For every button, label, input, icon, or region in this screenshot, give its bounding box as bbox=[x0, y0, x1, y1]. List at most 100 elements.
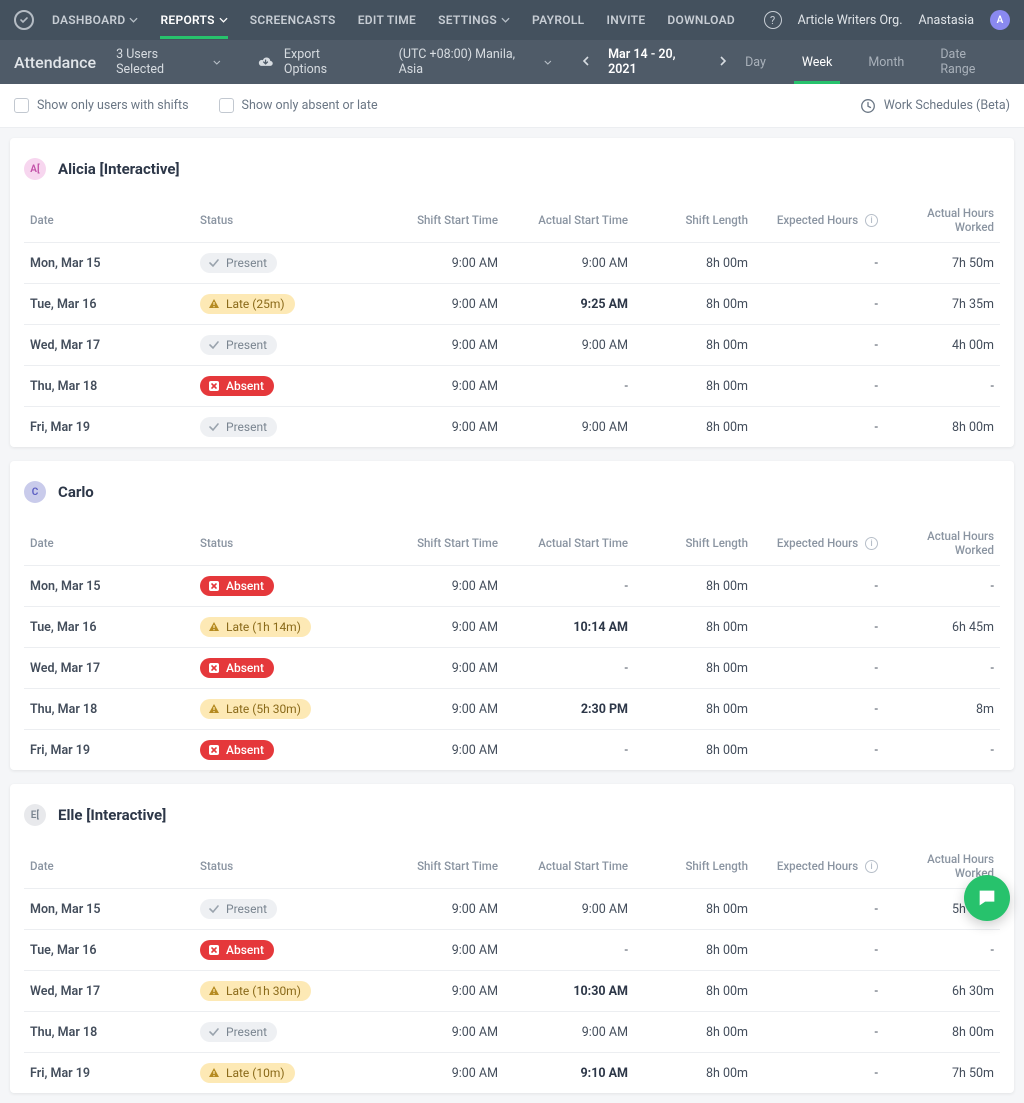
cell-expected: - bbox=[754, 284, 884, 325]
table-row: Fri, Mar 19Late (10m)9:00 AM9:10 AM8h 00… bbox=[24, 1053, 1000, 1094]
cell-date: Fri, Mar 19 bbox=[24, 407, 194, 448]
table-row: Thu, Mar 18Late (5h 30m)9:00 AM2:30 PM8h… bbox=[24, 689, 1000, 730]
nav-item-label: DASHBOARD bbox=[52, 13, 125, 27]
nav-item-reports[interactable]: REPORTS bbox=[160, 13, 227, 27]
table-row: Tue, Mar 16Late (1h 14m)9:00 AM10:14 AM8… bbox=[24, 607, 1000, 648]
cell-shift-start: 9:00 AM bbox=[374, 1012, 504, 1053]
cell-shift-length: 8h 00m bbox=[634, 243, 754, 284]
nav-item-payroll[interactable]: PAYROLL bbox=[532, 13, 584, 27]
page-title: Attendance bbox=[14, 53, 96, 72]
work-schedules-label: Work Schedules (Beta) bbox=[884, 98, 1010, 113]
tab-month[interactable]: Month bbox=[850, 40, 922, 84]
cell-status: Late (5h 30m) bbox=[194, 689, 374, 730]
col-date: Date bbox=[24, 521, 194, 566]
cell-actual-worked: - bbox=[884, 566, 1000, 607]
tab-week[interactable]: Week bbox=[784, 40, 851, 84]
cell-expected: - bbox=[754, 689, 884, 730]
cell-actual-worked: 7h 50m bbox=[884, 243, 1000, 284]
cell-shift-start: 9:00 AM bbox=[374, 730, 504, 771]
col-status: Status bbox=[194, 844, 374, 889]
org-name[interactable]: Article Writers Org. bbox=[798, 13, 903, 28]
cell-shift-length: 8h 00m bbox=[634, 889, 754, 930]
cell-shift-start: 9:00 AM bbox=[374, 689, 504, 730]
status-icon bbox=[208, 421, 220, 433]
table-row: Wed, Mar 17Present9:00 AM9:00 AM8h 00m-4… bbox=[24, 325, 1000, 366]
nav-item-download[interactable]: DOWNLOAD bbox=[667, 13, 735, 27]
cell-actual-start: 9:10 AM bbox=[504, 1053, 634, 1094]
info-icon[interactable]: i bbox=[865, 537, 878, 550]
chevron-down-icon bbox=[213, 60, 221, 65]
export-options-button[interactable]: Export Options bbox=[257, 47, 363, 77]
cell-shift-start: 9:00 AM bbox=[374, 648, 504, 689]
nav-item-screencasts[interactable]: SCREENCASTS bbox=[250, 13, 336, 27]
cell-shift-start: 9:00 AM bbox=[374, 971, 504, 1012]
cell-date: Mon, Mar 15 bbox=[24, 243, 194, 284]
table-row: Tue, Mar 16Late (25m)9:00 AM9:25 AM8h 00… bbox=[24, 284, 1000, 325]
nav-right: ? Article Writers Org. Anastasia A bbox=[764, 10, 1010, 30]
status-icon bbox=[208, 662, 220, 674]
cell-shift-length: 8h 00m bbox=[634, 689, 754, 730]
nav-item-edit-time[interactable]: EDIT TIME bbox=[358, 13, 416, 27]
users-selected-dropdown[interactable]: 3 Users Selected bbox=[116, 47, 221, 77]
nav-item-invite[interactable]: INVITE bbox=[606, 13, 645, 27]
status-badge: Absent bbox=[200, 658, 274, 678]
next-date-button[interactable] bbox=[719, 55, 727, 70]
user-avatar[interactable]: A bbox=[990, 10, 1010, 30]
status-badge: Late (25m) bbox=[200, 294, 295, 314]
cell-shift-length: 8h 00m bbox=[634, 566, 754, 607]
status-label: Present bbox=[226, 338, 267, 352]
work-schedules-link[interactable]: Work Schedules (Beta) bbox=[860, 98, 1010, 114]
status-icon bbox=[208, 298, 220, 310]
cell-date: Fri, Mar 19 bbox=[24, 730, 194, 771]
cell-date: Wed, Mar 17 bbox=[24, 971, 194, 1012]
export-label: Export Options bbox=[284, 47, 363, 77]
cell-status: Absent bbox=[194, 648, 374, 689]
cell-actual-worked: - bbox=[884, 366, 1000, 407]
tab-day[interactable]: Day bbox=[727, 40, 784, 84]
date-range-label[interactable]: Mar 14 - 20, 2021 bbox=[608, 47, 701, 77]
status-badge: Late (1h 14m) bbox=[200, 617, 311, 637]
nav-items: DASHBOARD REPORTS SCREENCASTS EDIT TIME SETT… bbox=[52, 13, 735, 27]
cell-expected: - bbox=[754, 607, 884, 648]
cell-expected: - bbox=[754, 407, 884, 448]
info-icon[interactable]: i bbox=[865, 214, 878, 227]
status-badge: Late (5h 30m) bbox=[200, 699, 311, 719]
cell-date: Thu, Mar 18 bbox=[24, 689, 194, 730]
checkbox-only-shifts[interactable]: Show only users with shifts bbox=[14, 98, 189, 113]
status-icon bbox=[208, 621, 220, 633]
timezone-dropdown[interactable]: (UTC +08:00) Manila, Asia bbox=[399, 47, 552, 77]
cell-actual-start: 9:00 AM bbox=[504, 325, 634, 366]
cell-shift-length: 8h 00m bbox=[634, 1053, 754, 1094]
tab-date-range[interactable]: Date Range bbox=[922, 40, 1010, 84]
checkbox-label: Show only users with shifts bbox=[37, 98, 189, 113]
cell-shift-length: 8h 00m bbox=[634, 407, 754, 448]
nav-item-settings[interactable]: SETTINGS bbox=[438, 13, 510, 27]
prev-date-button[interactable] bbox=[582, 55, 590, 70]
status-icon bbox=[208, 703, 220, 715]
help-icon[interactable]: ? bbox=[764, 11, 782, 29]
cell-expected: - bbox=[754, 930, 884, 971]
status-label: Absent bbox=[226, 579, 264, 593]
user-name[interactable]: Anastasia bbox=[919, 13, 975, 28]
cell-shift-length: 8h 00m bbox=[634, 1012, 754, 1053]
col-actual-start: Actual Start Time bbox=[504, 521, 634, 566]
info-icon[interactable]: i bbox=[865, 860, 878, 873]
nav-item-dashboard[interactable]: DASHBOARD bbox=[52, 13, 138, 27]
cell-expected: - bbox=[754, 971, 884, 1012]
table-row: Mon, Mar 15Present9:00 AM9:00 AM8h 00m-7… bbox=[24, 243, 1000, 284]
cell-shift-start: 9:00 AM bbox=[374, 366, 504, 407]
cell-shift-length: 8h 00m bbox=[634, 930, 754, 971]
col-status: Status bbox=[194, 198, 374, 243]
filter-bar: Show only users with shifts Show only ab… bbox=[0, 84, 1024, 128]
chat-fab[interactable] bbox=[964, 875, 1010, 921]
cell-shift-start: 9:00 AM bbox=[374, 407, 504, 448]
cell-actual-start: - bbox=[504, 930, 634, 971]
cell-shift-length: 8h 00m bbox=[634, 284, 754, 325]
cell-date: Tue, Mar 16 bbox=[24, 284, 194, 325]
col-shift-length: Shift Length bbox=[634, 198, 754, 243]
checkbox-only-absent[interactable]: Show only absent or late bbox=[219, 98, 378, 113]
cell-date: Wed, Mar 17 bbox=[24, 648, 194, 689]
cloud-download-icon bbox=[257, 55, 274, 69]
cell-status: Absent bbox=[194, 930, 374, 971]
logo-icon[interactable] bbox=[14, 10, 34, 30]
